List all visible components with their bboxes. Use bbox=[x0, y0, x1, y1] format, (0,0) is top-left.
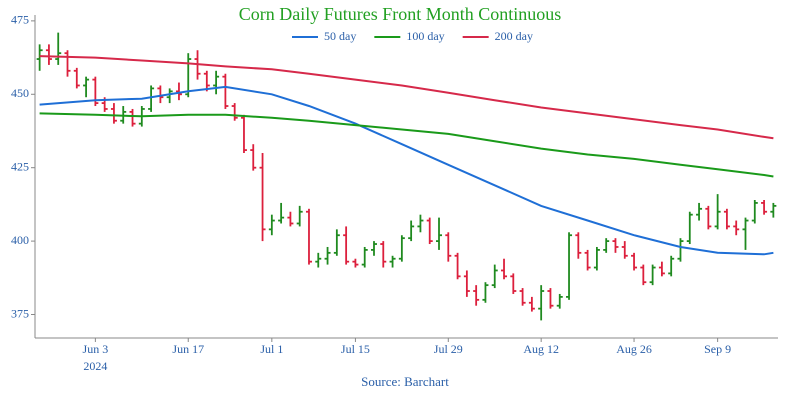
x-year-label: 2024 bbox=[83, 359, 107, 373]
ohlc-bar bbox=[380, 241, 387, 268]
ohlc-bar bbox=[501, 258, 508, 280]
ohlc-bar bbox=[770, 202, 777, 218]
ohlc-bar bbox=[64, 50, 71, 77]
x-tick-label: Jul 29 bbox=[434, 342, 463, 356]
ohlc-bar bbox=[36, 44, 43, 71]
ohlc-bar bbox=[213, 70, 220, 95]
ohlc-bar bbox=[714, 194, 721, 230]
ohlc-bar bbox=[45, 44, 52, 65]
ohlc-bar bbox=[556, 293, 563, 309]
ohlc-bar bbox=[482, 282, 489, 303]
ohlc-bar bbox=[686, 211, 693, 245]
ohlc-bar bbox=[751, 199, 758, 224]
x-tick-label: Jun 17 bbox=[172, 342, 204, 356]
ohlc-bar bbox=[491, 264, 498, 289]
ohlc-bar bbox=[148, 85, 155, 112]
ohlc-bar bbox=[268, 214, 275, 236]
ohlc-bar bbox=[658, 261, 665, 277]
ohlc-bar bbox=[463, 270, 470, 297]
ohlc-bar bbox=[621, 241, 628, 259]
ohlc-bar bbox=[408, 220, 415, 242]
ohlc-bar bbox=[612, 238, 619, 253]
ma-line bbox=[39, 112, 774, 178]
y-tick-label: 425 bbox=[11, 159, 29, 173]
ohlc-bar bbox=[370, 241, 377, 256]
ohlc-bar bbox=[603, 238, 610, 253]
ohlc-bar bbox=[473, 285, 480, 306]
ohlc-bar bbox=[185, 53, 192, 98]
ohlc-bar bbox=[231, 103, 238, 121]
ohlc-bar bbox=[129, 108, 136, 127]
ohlc-bar bbox=[92, 76, 99, 107]
ohlc-bar bbox=[705, 205, 712, 230]
ohlc-bar bbox=[566, 232, 573, 300]
ohlc-bar bbox=[445, 232, 452, 262]
ohlc-bar bbox=[324, 246, 331, 265]
chart-title: Corn Daily Futures Front Month Continuou… bbox=[239, 4, 562, 24]
ohlc-bar bbox=[315, 252, 322, 268]
ohlc-bar bbox=[352, 258, 359, 268]
ohlc-bar bbox=[649, 264, 656, 286]
ohlc-bar bbox=[733, 220, 740, 236]
ohlc-bar bbox=[250, 144, 257, 171]
ohlc-bar bbox=[333, 229, 340, 256]
ohlc-bar bbox=[538, 285, 545, 321]
ma-line bbox=[39, 85, 774, 256]
ohlc-bar bbox=[398, 235, 405, 262]
ohlc-bar bbox=[742, 217, 749, 250]
ohlc-bar bbox=[343, 226, 350, 265]
ohlc-bar bbox=[454, 252, 461, 280]
ohlc-bar bbox=[259, 153, 266, 242]
ohlc-bar bbox=[510, 273, 517, 294]
ohlc-bar bbox=[157, 85, 164, 104]
y-tick-label: 400 bbox=[11, 233, 29, 247]
ohlc-bar bbox=[723, 208, 730, 230]
legend-label: 50 day bbox=[324, 29, 356, 43]
legend-label: 200 day bbox=[495, 29, 533, 43]
x-tick-label: Aug 12 bbox=[523, 342, 559, 356]
ohlc-bar bbox=[389, 255, 396, 268]
ohlc-bar bbox=[55, 32, 62, 65]
ohlc-bar bbox=[547, 288, 554, 309]
ohlc-bar bbox=[361, 246, 368, 268]
ohlc-bar bbox=[287, 211, 294, 227]
ohlc-bar bbox=[668, 255, 675, 277]
ohlc-bar bbox=[528, 296, 535, 312]
ohlc-bar bbox=[222, 73, 229, 109]
ohlc-bar bbox=[631, 252, 638, 271]
ohlc-bar bbox=[593, 246, 600, 271]
y-tick-label: 450 bbox=[11, 86, 29, 100]
legend-label: 100 day bbox=[406, 29, 444, 43]
ohlc-bar bbox=[203, 70, 210, 92]
ohlc-bar bbox=[575, 232, 582, 259]
ohlc-bar bbox=[761, 199, 768, 215]
x-tick-label: Jul 1 bbox=[260, 342, 283, 356]
ohlc-bar bbox=[240, 114, 247, 154]
ohlc-bar bbox=[278, 202, 285, 224]
ohlc-bar bbox=[696, 202, 703, 221]
ohlc-bar bbox=[436, 217, 443, 250]
source: Source: Barchart bbox=[361, 374, 449, 389]
ohlc-bar bbox=[175, 82, 182, 101]
ohlc-bar bbox=[83, 76, 90, 98]
x-tick-label: Jul 15 bbox=[341, 342, 370, 356]
ohlc-bar bbox=[417, 214, 424, 233]
ohlc-bar bbox=[584, 249, 591, 271]
ohlc-bar bbox=[73, 67, 80, 89]
ohlc-bar bbox=[110, 103, 117, 124]
ma-line bbox=[39, 55, 774, 140]
ohlc-bar bbox=[296, 205, 303, 227]
ohlc-bar bbox=[519, 288, 526, 306]
y-tick-label: 475 bbox=[11, 13, 29, 27]
ohlc-bar bbox=[426, 217, 433, 245]
y-tick-label: 375 bbox=[11, 306, 29, 320]
ohlc-bar bbox=[166, 88, 173, 104]
x-tick-label: Jun 3 bbox=[83, 342, 109, 356]
ohlc-bar bbox=[305, 208, 312, 265]
ohlc-bar bbox=[640, 264, 647, 286]
x-tick-label: Sep 9 bbox=[704, 342, 731, 356]
ohlc-bar bbox=[677, 238, 684, 262]
x-tick-label: Aug 26 bbox=[616, 342, 652, 356]
